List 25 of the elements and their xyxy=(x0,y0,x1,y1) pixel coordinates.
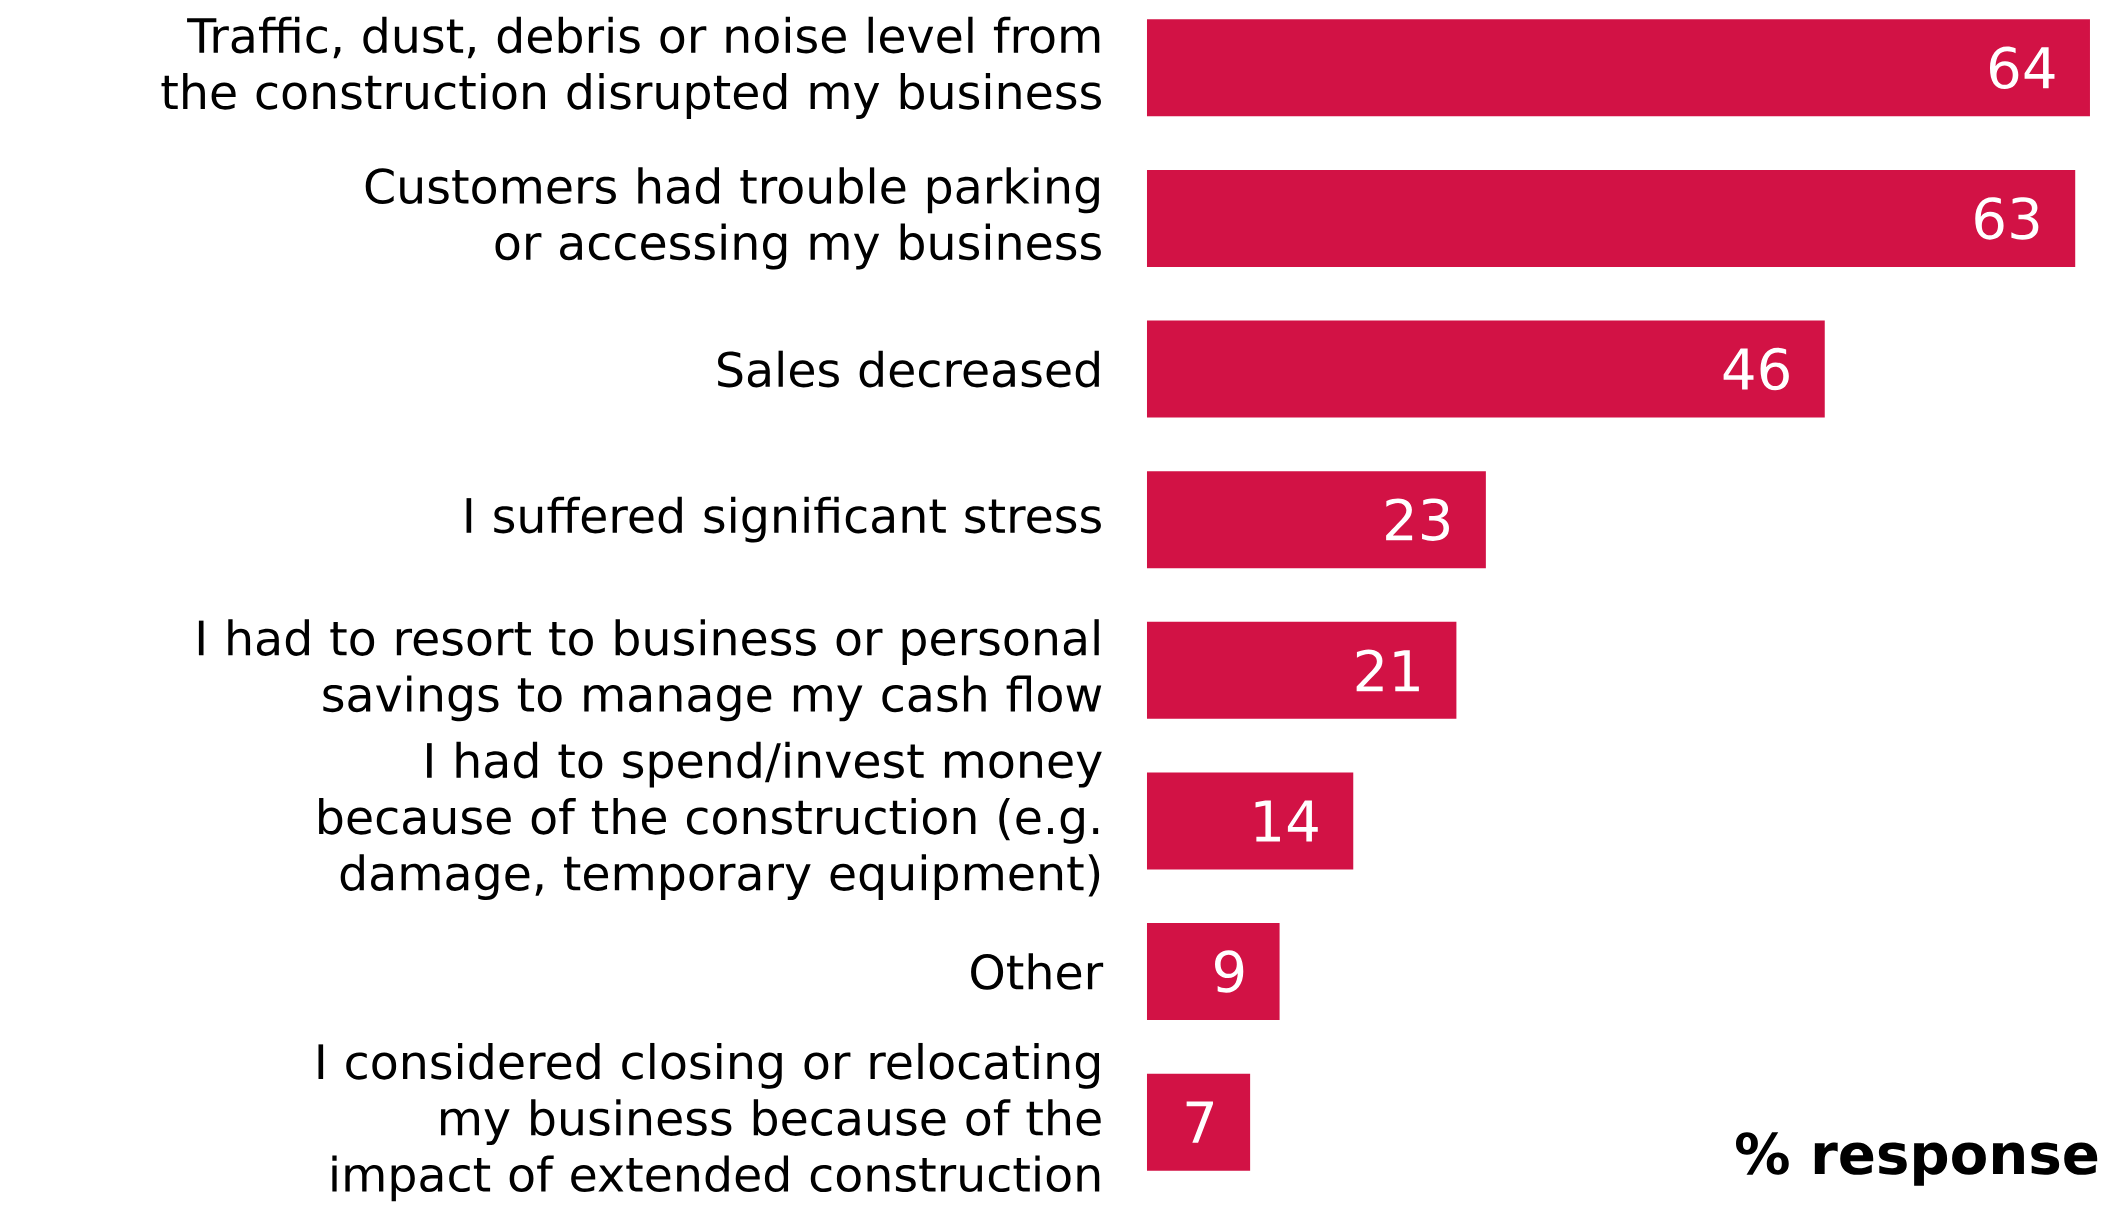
data-label: 23 xyxy=(1386,498,1449,541)
bar xyxy=(1146,320,1825,418)
bar xyxy=(1146,772,1354,870)
bar xyxy=(1146,471,1486,569)
data-label: 7 xyxy=(1186,1101,1213,1143)
bar xyxy=(1146,923,1280,1021)
y-tick-label: Sales decreased xyxy=(718,350,1099,388)
data-label: 21 xyxy=(1356,649,1419,692)
data-label: 46 xyxy=(1723,347,1789,391)
bar xyxy=(1146,19,2090,117)
data-label: 9 xyxy=(1215,950,1244,993)
data-label: 63 xyxy=(1975,197,2039,240)
y-tick-label: Other xyxy=(971,953,1104,990)
bar xyxy=(1146,621,1457,719)
y-tick-label: I had to spend/invest money because of the construction (e.g. damage, temporary equipment) xyxy=(319,741,1102,901)
y-tick-label: Customers had trouble parking or accessing my business xyxy=(365,167,1101,270)
x-axis-title: % response xyxy=(1736,1132,2098,1186)
y-tick-label: I considered closing or relocating my business because of the impact of extended construction xyxy=(318,1042,1101,1202)
y-tick-label: Traffic, dust, debris or noise level from the construction disrupted my business xyxy=(161,16,1101,119)
y-tick-label: I had to resort to business or personal savings to manage my cash flow xyxy=(198,619,1102,722)
data-label: 14 xyxy=(1255,800,1318,842)
y-tick-label: I suffered significant stress xyxy=(466,496,1101,543)
bar xyxy=(1146,169,2076,267)
data-label: 64 xyxy=(1989,46,2055,90)
bar xyxy=(1146,1073,1251,1171)
